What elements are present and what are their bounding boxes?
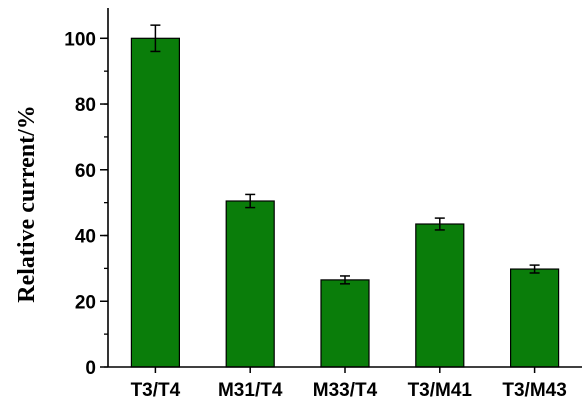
y-tick-label: 60	[75, 161, 96, 182]
y-axis-title: Relative current/%	[14, 105, 40, 303]
y-tick-label: 80	[75, 95, 96, 116]
y-tick-label: 100	[64, 29, 96, 50]
bar	[510, 268, 560, 368]
bar	[130, 37, 180, 368]
x-tick-label: T3/M41	[408, 380, 473, 401]
x-tick-label: M33/T4	[313, 380, 378, 401]
plot-area: T3/T4 M31/T4 M33/T4 T3/M41 T3/M43 0 20 40 60 80 10…	[64, 8, 582, 401]
bar	[320, 279, 370, 368]
y-tick-label: 0	[85, 358, 96, 379]
y-tick-label: 40	[75, 227, 96, 248]
y-tick-label: 20	[75, 292, 96, 313]
bar	[415, 223, 465, 368]
bar	[225, 200, 275, 368]
x-tick-label: T3/M43	[502, 380, 566, 401]
x-tick-label: M31/T4	[218, 380, 283, 401]
x-tick-label: T3/T4	[131, 380, 181, 401]
